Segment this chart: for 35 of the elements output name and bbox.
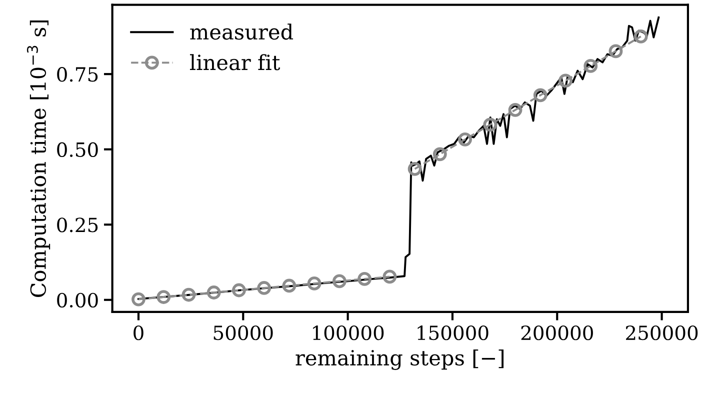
point xyxy=(307,276,322,290)
point xyxy=(533,88,548,102)
x-tick-label: 50000 xyxy=(214,325,273,340)
point xyxy=(206,286,221,300)
x-tick-label: 100000 xyxy=(313,325,384,340)
point xyxy=(483,118,498,132)
x-axis-title: remaining steps [−] xyxy=(296,349,504,370)
point xyxy=(408,162,422,176)
point xyxy=(432,147,447,162)
point xyxy=(156,290,171,304)
point xyxy=(584,59,598,73)
y-tick-label: 0.25 xyxy=(57,218,98,232)
point xyxy=(358,272,372,286)
legend-label: measured xyxy=(190,24,294,40)
y-tick-label: 0.50 xyxy=(57,142,98,158)
point xyxy=(182,288,196,302)
y-tick-label: 0.00 xyxy=(57,292,98,308)
point xyxy=(282,278,296,293)
x-tick-label: 200000 xyxy=(521,325,593,340)
point xyxy=(382,270,397,284)
point xyxy=(558,74,572,88)
legend-label: linear fit xyxy=(190,54,280,70)
point xyxy=(332,274,346,288)
x-tick-label: 0 xyxy=(134,325,144,340)
point xyxy=(508,102,522,117)
y-tick-label: 0.75 xyxy=(57,67,98,82)
point xyxy=(232,283,246,298)
x-tick-label: 150000 xyxy=(418,325,488,340)
y-axis-title: Computation time [10$^{−3}$ s] xyxy=(26,20,50,297)
point xyxy=(634,30,648,44)
point xyxy=(257,281,272,295)
point xyxy=(458,132,472,146)
x-tick-label: 250000 xyxy=(626,325,698,340)
point xyxy=(132,292,146,306)
point xyxy=(608,44,623,58)
